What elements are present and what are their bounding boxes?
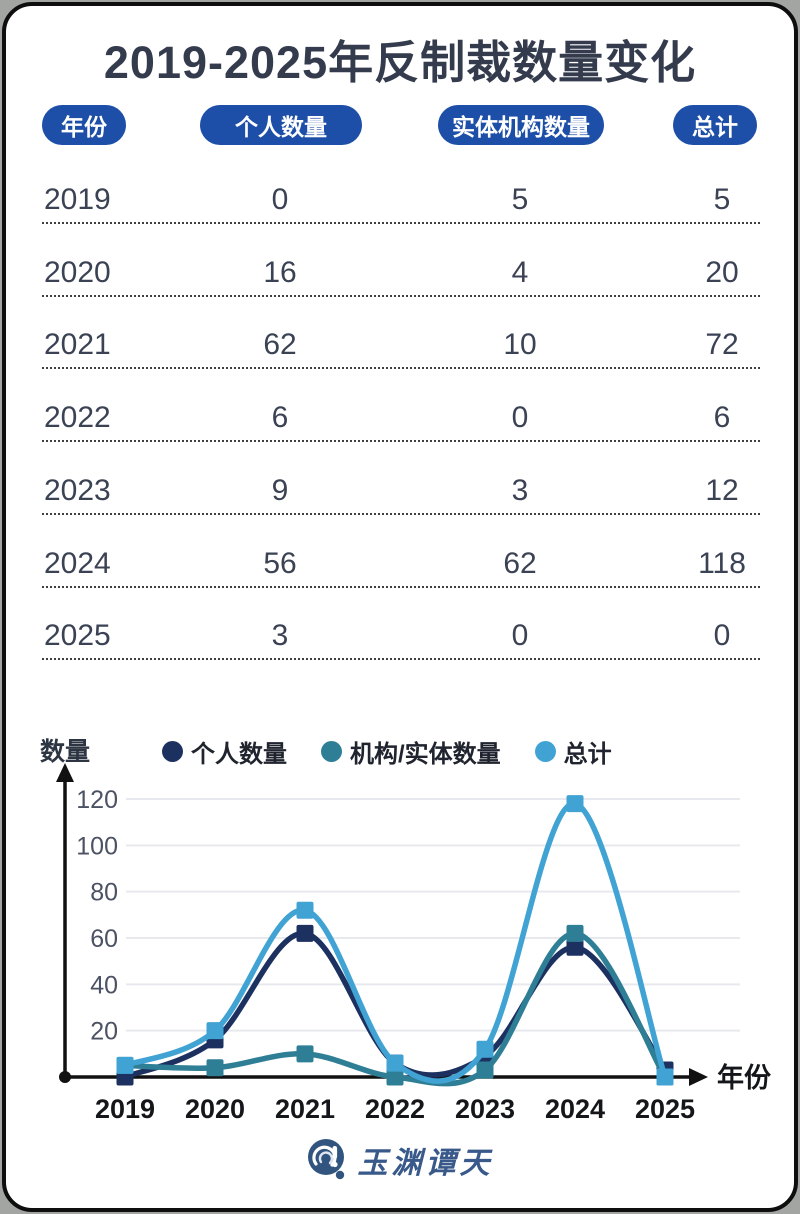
year-cell: 2019	[44, 183, 111, 216]
legend-item-entity: 机构/实体数量	[321, 734, 501, 769]
page-title: 2019-2025年反制裁数量变化	[103, 37, 697, 88]
row-divider	[42, 440, 760, 443]
year-cell: 2022	[44, 401, 111, 435]
entity-cell: 4	[511, 255, 529, 289]
svg-text:2024: 2024	[545, 1094, 605, 1124]
brand-logo-icon	[307, 1139, 344, 1180]
table-header-entity: 实体机构数量	[438, 105, 604, 145]
svg-text:年份: 年份	[717, 1062, 771, 1093]
sanctions-line-chart: 20 40 60 80 100 120 2019 2020 2021 2022 2023 2024 20…	[56, 763, 771, 1124]
entity-cell: 62	[503, 546, 537, 580]
table-row: 2020 16 4 20	[0, 241, 800, 313]
brand-footer: 玉渊谭天	[0, 1138, 800, 1182]
table-row: 2024 56 62 118	[0, 532, 800, 604]
chart-legend: 个人数量 机构/实体数量 总计	[162, 734, 612, 769]
legend-label: 个人数量	[191, 741, 287, 768]
total-cell: 72	[705, 328, 739, 362]
row-divider	[42, 658, 760, 661]
entity-cell: 0	[511, 619, 529, 653]
year-cell: 2020	[44, 255, 111, 289]
legend-item-individual: 个人数量	[162, 734, 287, 769]
total-cell: 0	[713, 619, 731, 653]
year-cell: 2021	[44, 328, 111, 362]
individual-cell: 3	[271, 619, 289, 653]
table-header-individual: 个人数量	[200, 105, 362, 145]
svg-text:80: 80	[90, 879, 118, 907]
svg-text:40: 40	[90, 971, 118, 999]
svg-text:20: 20	[90, 1018, 118, 1046]
individual-cell: 16	[263, 255, 297, 289]
total-cell: 20	[705, 255, 739, 289]
year-cell: 2024	[44, 546, 111, 580]
individual-cell: 0	[271, 183, 289, 216]
svg-text:2020: 2020	[185, 1094, 245, 1124]
row-divider	[42, 512, 760, 515]
table-header-year: 年份	[42, 105, 126, 145]
total-cell: 12	[705, 473, 739, 507]
svg-text:100: 100	[76, 832, 118, 860]
row-divider	[42, 585, 760, 588]
table-row: 2022 6 0 6	[0, 386, 800, 458]
entity-cell: 10	[503, 328, 537, 362]
table-row: 2019 0 5 5	[0, 168, 800, 240]
table-header-total: 总计	[673, 105, 757, 145]
svg-text:2025: 2025	[635, 1094, 695, 1124]
brand-logo-text: 玉渊谭天	[357, 1146, 494, 1181]
individual-cell: 56	[263, 546, 297, 580]
table-header-individual-label: 个人数量	[235, 114, 327, 140]
legend-label: 总计	[563, 741, 612, 768]
entity-cell: 3	[511, 473, 529, 507]
individual-cell: 6	[271, 401, 289, 435]
legend-item-total: 总计	[534, 734, 612, 769]
row-divider	[42, 222, 760, 224]
table-row: 2023 9 3 12	[0, 459, 800, 531]
entity-cell: 5	[511, 183, 529, 216]
table-header-year-label: 年份	[61, 114, 107, 140]
svg-text:2022: 2022	[365, 1094, 425, 1124]
svg-text:2023: 2023	[455, 1094, 515, 1124]
table-row: 2025 3 0 0	[0, 604, 800, 676]
legend-dot-icon	[162, 741, 183, 762]
legend-dot-icon	[321, 741, 342, 762]
svg-text:2019: 2019	[95, 1094, 155, 1124]
total-cell: 6	[713, 401, 731, 435]
legend-dot-icon	[534, 741, 556, 762]
table-header-entity-label: 实体机构数量	[452, 114, 590, 140]
svg-text:2021: 2021	[275, 1094, 335, 1124]
individual-cell: 62	[263, 328, 297, 362]
table-row: 2021 62 10 72	[0, 313, 800, 385]
total-cell: 118	[698, 546, 746, 580]
svg-text:120: 120	[76, 786, 118, 814]
year-cell: 2025	[44, 619, 111, 653]
row-divider	[42, 367, 760, 370]
table-header-total-label: 总计	[692, 114, 738, 140]
year-cell: 2023	[44, 473, 111, 507]
individual-cell: 9	[271, 473, 289, 507]
entity-cell: 0	[511, 401, 529, 435]
svg-text:60: 60	[90, 925, 118, 953]
legend-label: 机构/实体数量	[350, 741, 501, 768]
row-divider	[42, 294, 760, 297]
total-cell: 5	[713, 183, 731, 216]
y-axis-label: 数量	[40, 738, 91, 766]
